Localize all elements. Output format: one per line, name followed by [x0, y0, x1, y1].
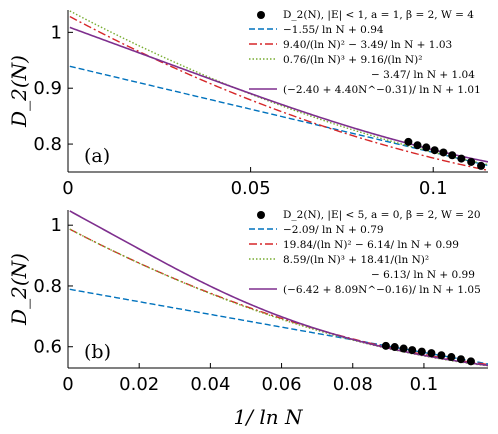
y-tick-label: 1 — [51, 215, 62, 236]
legend-label: −1.55/ ln N + 0.94 — [283, 24, 384, 36]
data-point — [456, 355, 465, 364]
chart-panel-b: 0 0.02 0.04 0.06 0.08 0.1 0.6 0.8 1 D_2(N) 1/ ln N… — [7, 209, 488, 429]
x-tick-label: 0.08 — [333, 374, 373, 395]
data-point — [430, 146, 439, 155]
data-point — [417, 347, 426, 356]
data-point — [439, 148, 448, 157]
data-point — [422, 143, 431, 152]
x-tick-label: 0.04 — [190, 374, 230, 395]
panel-label: (b) — [84, 341, 111, 363]
y-axis-label: D_2(N) — [7, 253, 31, 326]
legend-label: (−6.42 + 8.09N^−0.16)/ ln N + 1.05 — [283, 284, 481, 296]
data-point — [467, 157, 476, 166]
legend-label: −2.09/ ln N + 0.79 — [283, 224, 384, 236]
data-point — [427, 349, 436, 358]
legend-marker — [257, 211, 265, 219]
y-tick-label: 0.6 — [33, 337, 62, 358]
data-point — [437, 351, 446, 360]
data-point — [448, 151, 457, 160]
legend-label: 8.59/(ln N)³ + 18.41/(ln N)² — [283, 254, 429, 266]
y-axis-label: D_2(N) — [7, 55, 31, 128]
data-point — [381, 341, 390, 350]
legend-label-cont: − 3.47/ ln N + 1.04 — [371, 69, 475, 81]
x-tick-label: 0.05 — [231, 178, 271, 199]
data-point — [457, 154, 466, 163]
x-tick-label: 0 — [62, 178, 73, 199]
data-point — [466, 357, 475, 366]
y-tick-label: 0.8 — [33, 134, 62, 155]
data-point — [399, 344, 408, 353]
series-line-2 — [69, 15, 488, 172]
panel-label: (a) — [84, 145, 110, 167]
legend-label-cont: − 6.13/ ln N + 0.99 — [371, 269, 475, 281]
x-tick-label: 0 — [62, 374, 73, 395]
legend-label: 0.76/(ln N)³ + 9.16/(ln N)² — [283, 54, 422, 66]
x-tick-label: 0.1 — [419, 178, 448, 199]
data-point — [408, 346, 417, 355]
x-tick-label: 0.1 — [410, 374, 439, 395]
legend-label: D_2(N), |E| < 5, a = 0, β = 2, W = 20 — [283, 209, 481, 222]
legend: D_2(N), |E| < 5, a = 0, β = 2, W = 20 −2.… — [249, 209, 481, 296]
series-line-4 — [69, 210, 488, 367]
data-point — [390, 343, 399, 352]
legend-label: (−2.40 + 4.40N^−0.31)/ ln N + 1.01 — [283, 84, 481, 96]
legend-marker — [257, 11, 265, 19]
x-axis-label: 1/ ln N — [234, 405, 304, 429]
x-tick-label: 0.02 — [119, 374, 159, 395]
legend-label: 9.40/(ln N)² − 3.49/ ln N + 1.03 — [283, 39, 452, 51]
data-point — [404, 137, 413, 146]
x-tick-label: 0.06 — [262, 374, 302, 395]
y-tick-label: 0.8 — [33, 276, 62, 297]
y-tick-label: 0.9 — [33, 78, 62, 99]
legend: D_2(N), |E| < 1, a = 1, β = 2, W = 4 −1.5… — [249, 9, 481, 96]
legend-label: 19.84/(ln N)² − 6.14/ ln N + 0.99 — [283, 239, 459, 251]
data-point — [477, 161, 486, 170]
data-point — [413, 141, 422, 150]
legend-label: D_2(N), |E| < 1, a = 1, β = 2, W = 4 — [283, 9, 474, 22]
data-point — [447, 353, 456, 362]
chart-panel-a: 0 0.05 0.1 0.8 0.9 1 D_2(N) (a) D_2(N), |E| < 1,… — [7, 9, 488, 199]
y-tick-label: 1 — [51, 22, 62, 43]
